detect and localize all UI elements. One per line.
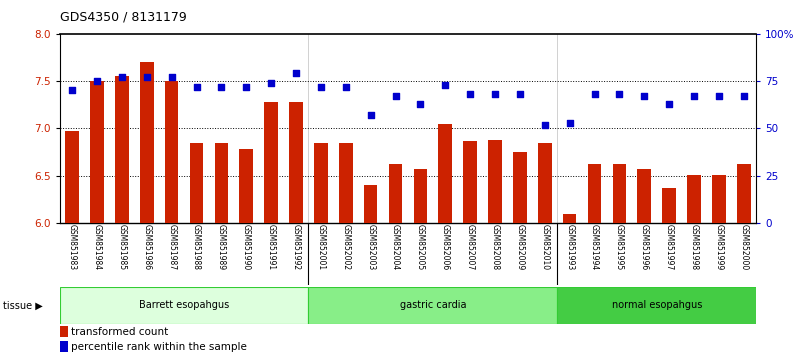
Point xyxy=(140,74,153,80)
Point xyxy=(414,101,427,107)
Bar xyxy=(65,131,79,223)
Point xyxy=(66,88,79,93)
Text: GSM851989: GSM851989 xyxy=(217,224,226,270)
Text: GSM852003: GSM852003 xyxy=(366,224,375,270)
Text: GSM851985: GSM851985 xyxy=(117,224,127,270)
Point xyxy=(314,84,327,90)
Bar xyxy=(60,341,68,353)
Text: percentile rank within the sample: percentile rank within the sample xyxy=(71,342,247,352)
Point xyxy=(115,74,128,80)
Bar xyxy=(613,164,626,223)
Text: GSM851983: GSM851983 xyxy=(68,224,76,270)
Bar xyxy=(189,143,203,223)
Bar xyxy=(90,81,103,223)
Bar xyxy=(687,175,700,223)
Point xyxy=(166,74,178,80)
Text: GSM852007: GSM852007 xyxy=(466,224,474,270)
Point xyxy=(663,101,676,107)
Text: GSM852004: GSM852004 xyxy=(391,224,400,270)
Text: GSM852006: GSM852006 xyxy=(441,224,450,270)
Point xyxy=(712,93,725,99)
Bar xyxy=(587,164,601,223)
Point xyxy=(240,84,252,90)
Bar xyxy=(538,143,552,223)
Text: transformed count: transformed count xyxy=(71,327,168,337)
Text: GSM852001: GSM852001 xyxy=(316,224,326,270)
Bar xyxy=(308,287,557,324)
Point xyxy=(439,82,451,87)
Point xyxy=(215,84,228,90)
Text: GSM851988: GSM851988 xyxy=(192,224,201,270)
Point xyxy=(265,80,278,86)
Bar xyxy=(488,140,501,223)
Point xyxy=(538,122,551,127)
Point xyxy=(513,91,526,97)
Text: GSM851994: GSM851994 xyxy=(590,224,599,270)
Bar xyxy=(165,81,178,223)
Bar xyxy=(414,169,427,223)
Bar xyxy=(60,287,308,324)
Bar xyxy=(60,326,68,337)
Text: GSM851998: GSM851998 xyxy=(689,224,699,270)
Bar xyxy=(314,143,328,223)
Text: normal esopahgus: normal esopahgus xyxy=(611,300,702,310)
Text: GSM851999: GSM851999 xyxy=(714,224,724,270)
Bar xyxy=(339,143,353,223)
Text: GSM852005: GSM852005 xyxy=(416,224,425,270)
Bar xyxy=(563,213,576,223)
Text: GSM851990: GSM851990 xyxy=(242,224,251,270)
Text: gastric cardia: gastric cardia xyxy=(400,300,466,310)
Text: GSM852000: GSM852000 xyxy=(739,224,748,270)
Bar xyxy=(215,143,228,223)
Bar xyxy=(264,102,278,223)
Point xyxy=(638,93,650,99)
Point xyxy=(389,93,402,99)
Text: GSM852009: GSM852009 xyxy=(515,224,525,270)
Text: GSM851986: GSM851986 xyxy=(142,224,151,270)
Text: GSM851984: GSM851984 xyxy=(92,224,102,270)
Point xyxy=(688,93,700,99)
Point xyxy=(489,91,501,97)
Point xyxy=(290,70,302,76)
Point xyxy=(564,120,576,125)
Text: GSM851993: GSM851993 xyxy=(565,224,574,270)
Point xyxy=(365,112,377,118)
Bar xyxy=(289,102,302,223)
Text: GSM851997: GSM851997 xyxy=(665,224,673,270)
Point xyxy=(613,91,626,97)
Text: GSM851991: GSM851991 xyxy=(267,224,275,270)
Point xyxy=(588,91,601,97)
Text: GDS4350 / 8131179: GDS4350 / 8131179 xyxy=(60,11,186,24)
Point xyxy=(190,84,203,90)
Bar xyxy=(737,164,751,223)
Text: tissue ▶: tissue ▶ xyxy=(3,300,43,310)
Point xyxy=(339,84,352,90)
Bar xyxy=(140,62,154,223)
Bar xyxy=(115,76,129,223)
Text: GSM852002: GSM852002 xyxy=(341,224,350,270)
Bar xyxy=(463,141,477,223)
Bar xyxy=(364,185,377,223)
Text: GSM852008: GSM852008 xyxy=(490,224,500,270)
Point xyxy=(464,91,477,97)
Text: GSM851996: GSM851996 xyxy=(640,224,649,270)
Text: GSM851992: GSM851992 xyxy=(291,224,301,270)
Text: Barrett esopahgus: Barrett esopahgus xyxy=(139,300,229,310)
Text: GSM851995: GSM851995 xyxy=(615,224,624,270)
Bar xyxy=(439,124,452,223)
Point xyxy=(737,93,750,99)
Bar xyxy=(557,287,756,324)
Point xyxy=(91,78,103,84)
Bar xyxy=(513,152,527,223)
Bar xyxy=(712,175,726,223)
Bar xyxy=(240,149,253,223)
Bar xyxy=(388,164,402,223)
Bar xyxy=(638,169,651,223)
Text: GSM852010: GSM852010 xyxy=(540,224,549,270)
Bar xyxy=(662,188,676,223)
Text: GSM851987: GSM851987 xyxy=(167,224,176,270)
